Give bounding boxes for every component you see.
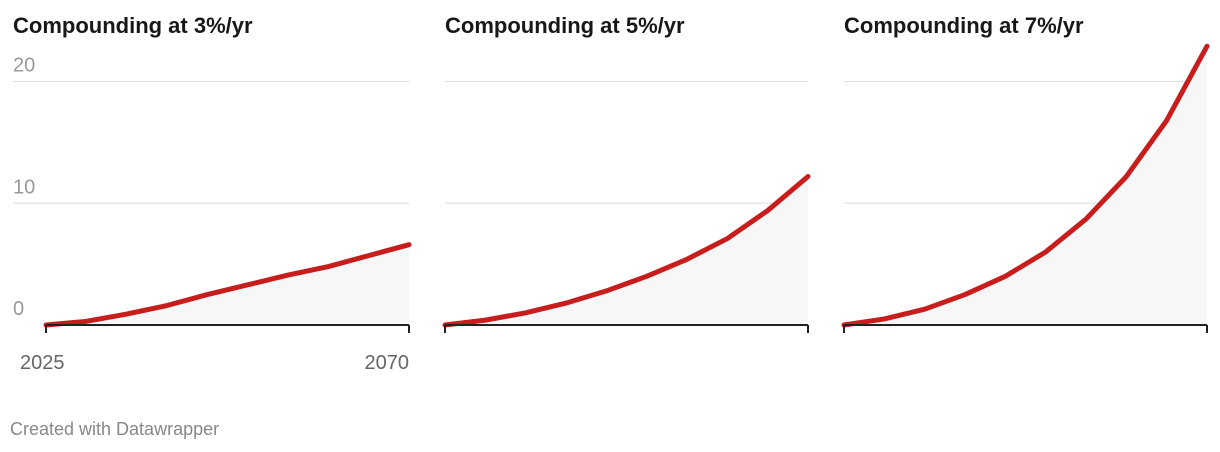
footer: Created with Datawrapper (10, 419, 219, 439)
x-tick-label: 2025 (20, 352, 65, 374)
y-tick-label: 0 (13, 298, 24, 320)
y-tick-label: 10 (13, 176, 35, 198)
line (442, 173, 811, 328)
line (43, 242, 412, 328)
y-tick-label: 20 (13, 55, 35, 77)
chart-title: Compounding at 7%/yr (844, 13, 1084, 38)
line (841, 43, 1210, 328)
chart-title: Compounding at 5%/yr (445, 13, 685, 38)
x-tick-label: 2070 (365, 352, 410, 374)
area (46, 244, 409, 325)
area (844, 46, 1207, 325)
chart-title: Compounding at 3%/yr (13, 13, 253, 38)
area (445, 176, 808, 325)
